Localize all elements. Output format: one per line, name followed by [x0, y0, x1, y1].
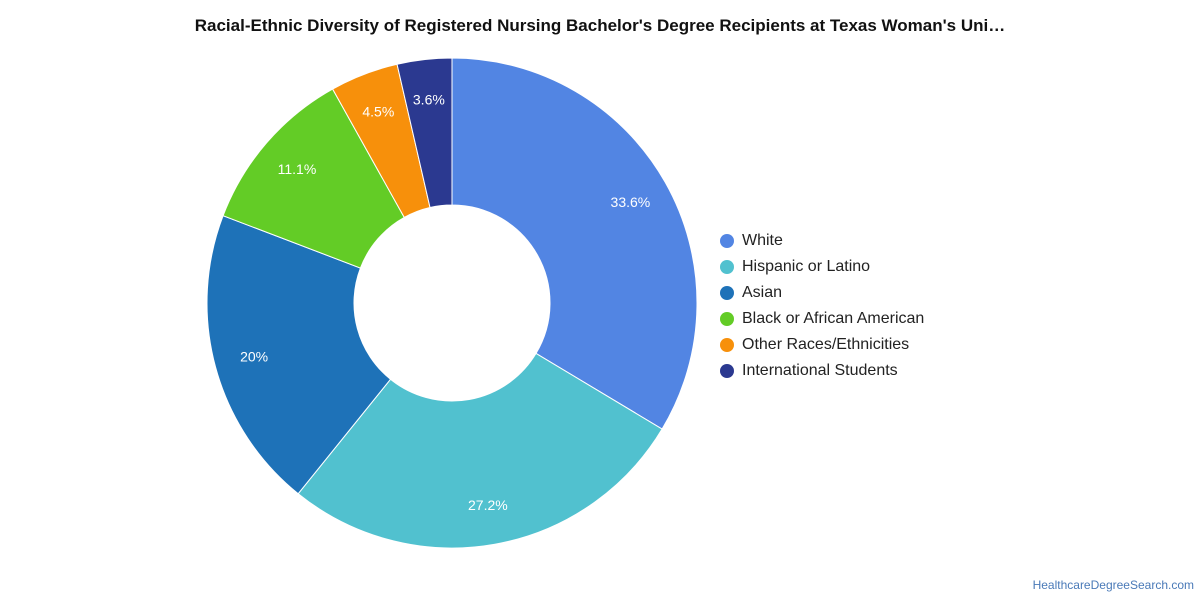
- source-credit: HealthcareDegreeSearch.com: [1032, 578, 1194, 592]
- legend-item[interactable]: Asian: [720, 280, 924, 306]
- legend-label: White: [742, 232, 783, 249]
- legend-swatch: [720, 364, 734, 378]
- slice-data-label: 27.2%: [468, 497, 508, 513]
- legend-label: Hispanic or Latino: [742, 258, 871, 275]
- slice-data-label: 11.1%: [278, 161, 317, 177]
- legend-swatch: [720, 286, 734, 300]
- pie-slice-2[interactable]: [206, 215, 392, 495]
- legend-item[interactable]: Other Races/Ethnicities: [720, 332, 924, 358]
- legend-swatch: [720, 260, 734, 274]
- legend-item[interactable]: Black or African American: [720, 306, 924, 332]
- legend-item[interactable]: International Students: [720, 358, 924, 384]
- pie-slice-3[interactable]: [222, 88, 405, 269]
- legend-item[interactable]: White: [720, 228, 924, 254]
- legend-swatch: [720, 234, 734, 248]
- legend-label: Black or African American: [742, 310, 925, 327]
- pie-slice-5[interactable]: [396, 57, 453, 209]
- chart-legend: White Hispanic or Latino Asian Black or Afr…: [720, 228, 924, 384]
- pie-slice-0[interactable]: [451, 57, 698, 430]
- pie-slice-1[interactable]: [297, 352, 663, 549]
- legend-swatch: [720, 312, 734, 326]
- slice-data-label: 4.5%: [362, 104, 394, 120]
- slice-data-label: 20%: [240, 348, 268, 364]
- slice-data-label: 33.6%: [611, 194, 651, 210]
- legend-swatch: [720, 338, 734, 352]
- legend-label: International Students: [742, 362, 898, 379]
- legend-label: Other Races/Ethnicities: [742, 336, 910, 353]
- legend-item[interactable]: Hispanic or Latino: [720, 254, 924, 280]
- legend-label: Asian: [742, 284, 783, 301]
- chart-title: Racial-Ethnic Diversity of Registered Nu…: [194, 16, 1006, 35]
- slice-data-label: 3.6%: [413, 91, 445, 107]
